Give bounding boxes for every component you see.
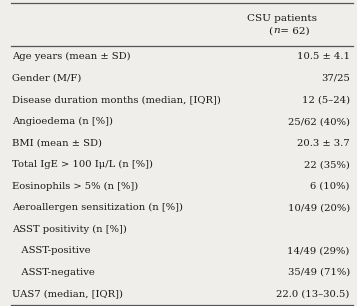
Text: Angioedema (n [%]): Angioedema (n [%]): [12, 117, 114, 126]
Text: 35/49 (71%): 35/49 (71%): [288, 268, 350, 277]
Text: 6 (10%): 6 (10%): [310, 182, 350, 191]
Text: ASST-negative: ASST-negative: [12, 268, 95, 277]
Text: 37/25: 37/25: [321, 74, 350, 83]
Text: 10.5 ± 4.1: 10.5 ± 4.1: [297, 52, 350, 62]
Text: 20.3 ± 3.7: 20.3 ± 3.7: [297, 139, 350, 147]
Text: (: (: [268, 26, 273, 35]
Text: 14/49 (29%): 14/49 (29%): [287, 246, 350, 256]
Text: Age years (mean ± SD): Age years (mean ± SD): [12, 52, 131, 62]
Text: 10/49 (20%): 10/49 (20%): [288, 203, 350, 212]
Text: Gender (M/F): Gender (M/F): [12, 74, 82, 83]
Text: Total IgE > 100 Iμ/L (n [%]): Total IgE > 100 Iμ/L (n [%]): [12, 160, 154, 169]
Text: ASST positivity (n [%]): ASST positivity (n [%]): [12, 225, 127, 234]
Text: Eosinophils > 5% (n [%]): Eosinophils > 5% (n [%]): [12, 182, 139, 191]
Text: 12 (5–24): 12 (5–24): [302, 95, 350, 105]
Text: = 62): = 62): [277, 26, 310, 35]
Text: 25/62 (40%): 25/62 (40%): [288, 117, 350, 126]
Text: Disease duration months (median, [IQR]): Disease duration months (median, [IQR]): [12, 95, 221, 105]
Text: BMI (mean ± SD): BMI (mean ± SD): [12, 139, 102, 147]
Text: Aeroallergen sensitization (n [%]): Aeroallergen sensitization (n [%]): [12, 203, 183, 212]
Text: 22.0 (13–30.5): 22.0 (13–30.5): [276, 289, 350, 298]
Text: 22 (35%): 22 (35%): [304, 160, 350, 169]
Text: n: n: [273, 26, 280, 35]
Text: ASST-positive: ASST-positive: [12, 246, 91, 256]
Text: UAS7 (median, [IQR]): UAS7 (median, [IQR]): [12, 289, 124, 298]
Text: CSU patients: CSU patients: [247, 14, 317, 23]
